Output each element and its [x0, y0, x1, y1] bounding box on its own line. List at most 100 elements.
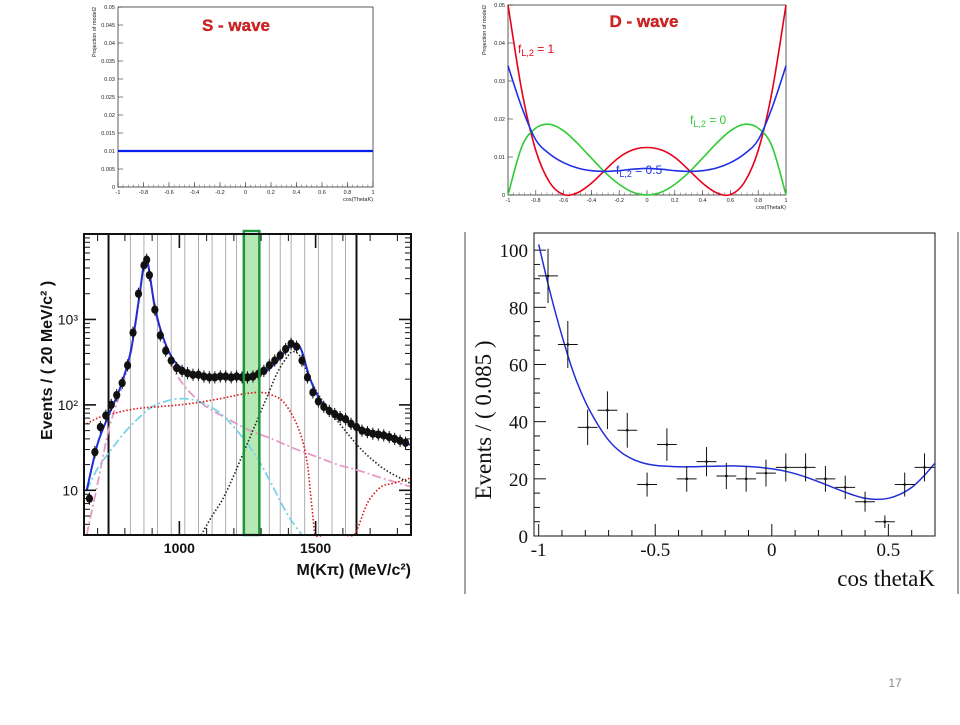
- data-point: [784, 466, 788, 469]
- annotation-suffix: = 0: [706, 113, 727, 127]
- data-point: [625, 428, 629, 432]
- data-point: [249, 372, 257, 381]
- data-point: [685, 477, 689, 481]
- chart-title: S - wave: [202, 16, 270, 35]
- data-point: [358, 426, 366, 435]
- data-point: [369, 429, 377, 438]
- x-tick-label: 1500: [300, 540, 331, 556]
- y-tick-label: 0.005: [101, 167, 115, 173]
- data-point: [764, 471, 768, 475]
- data-point: [665, 443, 669, 446]
- y-tick-label: 10²: [58, 397, 79, 413]
- y-tick-label: 0: [112, 185, 115, 191]
- y-tick-label: 0.05: [494, 3, 505, 9]
- x-tick-label: 0.4: [293, 190, 301, 196]
- data-point: [200, 372, 208, 381]
- y-tick-label: 10: [62, 482, 78, 498]
- annotation-subscript: L,2: [619, 169, 632, 179]
- annotation-prefix: f: [518, 42, 522, 56]
- data-point: [145, 270, 153, 280]
- data-point: [124, 361, 132, 370]
- x-axis-label: M(Kπ) (MeV/c²): [297, 562, 411, 579]
- data-point: [331, 409, 339, 419]
- y-tick-label: 0.03: [494, 79, 505, 85]
- annotation-suffix: = 0.5: [632, 163, 663, 177]
- plot-frame: [83, 233, 412, 536]
- data-point: [374, 430, 382, 439]
- mass-spectrum-plot: 10 10² 10³ 1000 1500 M(Kπ) (MeV/c²) Events / (…: [39, 229, 412, 579]
- data-point: [107, 400, 115, 410]
- x-tick-label: 0.2: [671, 198, 679, 204]
- data-point: [314, 397, 322, 406]
- x-axis-label: cos(ThetaK): [756, 205, 786, 211]
- x-tick-label: 0.5: [876, 540, 900, 561]
- data-point: [243, 373, 252, 382]
- data-point: [260, 366, 268, 376]
- data-point: [824, 477, 827, 481]
- y-tick-label: 10³: [58, 311, 79, 327]
- data-point: [102, 411, 110, 420]
- data-point: [391, 434, 399, 444]
- x-tick-label: 1: [784, 198, 787, 204]
- data-point: [113, 390, 121, 400]
- x-tick-label: -0.8: [531, 198, 540, 204]
- data-point: [276, 351, 284, 360]
- data-point: [546, 274, 550, 278]
- annotation-subscript: L,2: [693, 119, 706, 129]
- x-tick-label: 1000: [164, 540, 195, 556]
- x-tick-label: 0.8: [754, 198, 762, 204]
- y-tick-label: 0.03: [104, 77, 115, 83]
- y-tick-label: 0.04: [494, 41, 505, 47]
- curve-annotation: fL,2 = 0.5: [616, 163, 663, 179]
- data-point: [151, 305, 159, 314]
- data-point: [725, 474, 728, 478]
- y-tick-label: 100: [500, 241, 529, 262]
- data-point: [385, 432, 393, 442]
- x-tick-label: 0.6: [727, 198, 735, 204]
- data-point: [282, 344, 290, 354]
- data-point: [923, 466, 926, 469]
- x-tick-label: -1: [116, 190, 121, 196]
- y-tick-label: 0.05: [104, 5, 115, 11]
- curve-annotation: fL,2 = 1: [518, 42, 555, 58]
- data-point: [363, 427, 371, 437]
- data-point: [705, 460, 708, 463]
- x-tick-label: -1: [531, 540, 547, 561]
- data-point: [320, 402, 328, 411]
- data-point: [287, 339, 295, 348]
- data-point: [309, 388, 317, 397]
- x-tick-label: 0.8: [344, 190, 352, 196]
- fit-component: [200, 350, 412, 536]
- fit-component: [86, 391, 412, 538]
- d-wave-plot: -1 -0.8 -0.6 -0.4 -0.2 0 0.2 0.4 0.6 0.8 1 0 0.01 0.0…: [482, 3, 788, 211]
- data-point: [843, 486, 847, 489]
- data-point: [173, 363, 181, 373]
- curve-annotation: fL,2 = 0: [690, 113, 727, 129]
- data-point: [292, 342, 301, 351]
- annotation-prefix: f: [616, 163, 620, 177]
- data-point: [118, 378, 126, 388]
- data-point: [566, 343, 570, 346]
- data-point: [211, 373, 219, 382]
- x-tick-label: 0: [645, 198, 648, 204]
- y-tick-label: 0.01: [494, 155, 505, 161]
- data-point: [303, 373, 312, 382]
- x-tick-label: -0.2: [215, 190, 224, 196]
- y-axis-label: Events / ( 0.085 ): [471, 340, 496, 499]
- data-point: [129, 328, 137, 337]
- x-tick-label: 0.6: [318, 190, 326, 196]
- chart-title: D - wave: [610, 12, 679, 31]
- y-tick-label: 20: [509, 470, 528, 491]
- data-point: [744, 477, 748, 481]
- data-point: [91, 447, 99, 457]
- plot-frame: [117, 6, 374, 188]
- y-tick-label: 0.02: [104, 113, 115, 119]
- data-point: [401, 438, 410, 447]
- data-point: [347, 419, 355, 429]
- s-wave-plot: -1 -0.8 -0.6 -0.4 -0.2 0 0.2 0.4 0.6 0.8 1 0 0.005 0.…: [92, 5, 375, 203]
- data-point: [336, 412, 344, 422]
- y-tick-label: 40: [509, 413, 528, 434]
- y-tick-label: 0: [519, 527, 529, 548]
